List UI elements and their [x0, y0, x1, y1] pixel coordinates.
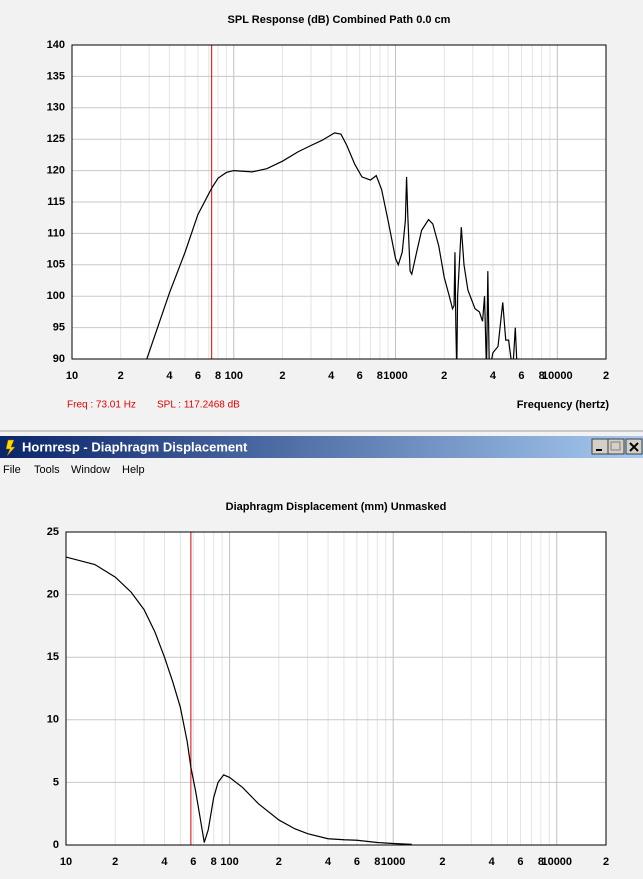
menu-item[interactable]: Window: [71, 464, 110, 476]
window-title: Hornresp - Diaphragm Displacement: [22, 439, 248, 454]
x-tick-label: 10000: [542, 370, 573, 382]
x-tick-label: 6: [190, 856, 196, 868]
x-tick-label: 1000: [381, 856, 405, 868]
y-tick-label: 130: [47, 102, 65, 114]
y-tick-label: 0: [53, 839, 59, 851]
y-tick-label: 95: [53, 322, 65, 334]
x-tick-label: 2: [112, 856, 118, 868]
x-axis-label: Frequency (hertz): [517, 399, 610, 411]
x-tick-label: 6: [518, 370, 524, 382]
x-tick-label: 10: [66, 370, 78, 382]
menu-item[interactable]: Help: [122, 464, 145, 476]
chart-title: Diaphragm Displacement (mm) Unmasked: [226, 501, 447, 513]
x-tick-label: 4: [489, 856, 496, 868]
plot-content: [146, 45, 518, 359]
x-tick-label: 2: [441, 370, 447, 382]
x-tick-label: 2: [118, 370, 124, 382]
x-tick-label: 8: [539, 370, 545, 382]
menu-item[interactable]: Tools: [34, 464, 60, 476]
cursor-readout: Freq : 73.01 Hz: [67, 400, 136, 411]
y-tick-label: 125: [47, 133, 65, 145]
plot-area: [66, 532, 606, 845]
window-buttons[interactable]: [591, 438, 643, 455]
x-tick-label: 8: [211, 856, 217, 868]
menu-item[interactable]: File: [3, 464, 21, 476]
chart-title: SPL Response (dB) Combined Path 0.0 cm: [228, 14, 451, 26]
data-line: [146, 132, 518, 359]
x-tick-label: 1000: [383, 370, 407, 382]
x-tick-label: 4: [166, 370, 173, 382]
x-tick-label: 8: [377, 370, 383, 382]
x-tick-label: 2: [439, 856, 445, 868]
x-tick-label: 6: [517, 856, 523, 868]
x-tick-label: 2: [603, 856, 609, 868]
y-tick-label: 10: [47, 714, 59, 726]
y-tick-label: 110: [47, 227, 65, 239]
x-tick-label: 2: [276, 856, 282, 868]
x-tick-label: 10: [60, 856, 72, 868]
y-tick-label: 105: [47, 259, 65, 271]
menu-bar: [0, 459, 643, 481]
minimize-button[interactable]: [591, 438, 609, 455]
x-tick-label: 8: [374, 856, 380, 868]
maximize-button[interactable]: [607, 438, 625, 455]
maximize-icon: [610, 441, 621, 451]
title-bar: [0, 436, 643, 458]
x-tick-label: 6: [354, 856, 360, 868]
x-tick-label: 2: [279, 370, 285, 382]
x-tick-label: 4: [161, 856, 168, 868]
close-icon: [629, 442, 639, 452]
x-tick-label: 4: [490, 370, 497, 382]
y-tick-label: 15: [47, 651, 59, 663]
y-tick-label: 90: [53, 353, 65, 365]
plot-frame: [71, 44, 607, 360]
y-tick-label: 115: [47, 196, 65, 208]
x-tick-label: 2: [603, 370, 609, 382]
app-icon: [5, 439, 16, 457]
y-tick-label: 100: [47, 290, 65, 302]
cursor-readout: SPL : 117.2468 dB: [157, 400, 240, 411]
x-tick-label: 4: [328, 370, 335, 382]
x-tick-label: 10000: [541, 856, 572, 868]
y-tick-label: 25: [47, 526, 59, 538]
x-tick-label: 8: [215, 370, 221, 382]
plot-frame: [65, 531, 607, 846]
x-tick-label: 100: [225, 370, 243, 382]
x-tick-label: 100: [220, 856, 238, 868]
y-tick-label: 20: [47, 589, 59, 601]
y-tick-label: 5: [53, 776, 59, 788]
x-tick-label: 4: [325, 856, 332, 868]
y-tick-label: 140: [47, 39, 65, 51]
plot-content: [66, 532, 412, 845]
x-tick-label: 8: [538, 856, 544, 868]
y-tick-label: 120: [47, 165, 65, 177]
x-tick-label: 6: [357, 370, 363, 382]
y-tick-label: 135: [47, 70, 65, 82]
x-tick-label: 6: [195, 370, 201, 382]
data-line: [66, 556, 412, 845]
